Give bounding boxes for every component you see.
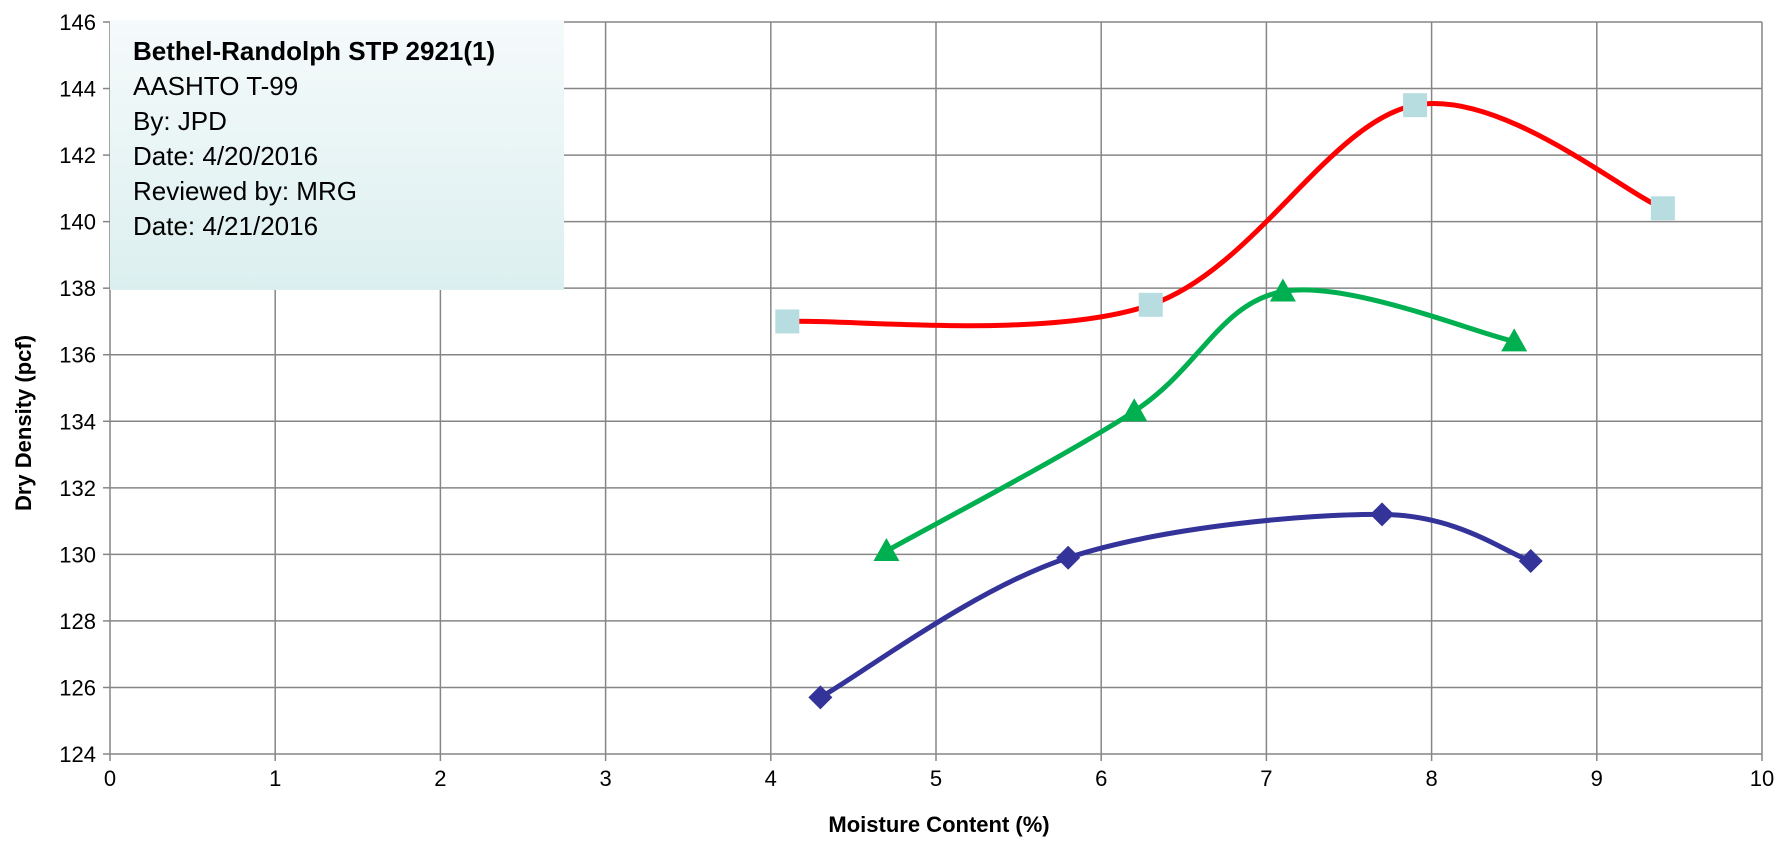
y-tick-label: 138: [59, 276, 96, 301]
data-point-triangle: [1501, 328, 1528, 352]
x-tick-label: 6: [1095, 766, 1107, 791]
info-box-review-date: Date: 4/21/2016: [133, 211, 319, 241]
y-tick-label: 140: [59, 210, 96, 235]
series-group: [775, 93, 1675, 710]
y-tick-label: 142: [59, 143, 96, 168]
x-tick-label: 9: [1591, 766, 1603, 791]
x-tick-label: 3: [599, 766, 611, 791]
data-point-triangle: [1269, 278, 1296, 302]
series-1: [775, 93, 1675, 334]
data-point-triangle: [1121, 398, 1148, 422]
data-point-diamond: [1370, 502, 1395, 527]
x-tick-label: 1: [269, 766, 281, 791]
data-point-square: [1138, 292, 1163, 317]
x-tick-label: 7: [1260, 766, 1272, 791]
y-tick-label: 124: [59, 742, 96, 767]
x-tick-label: 2: [434, 766, 446, 791]
info-box-author: By: JPD: [133, 106, 227, 136]
x-axis-title: Moisture Content (%): [828, 812, 1049, 837]
y-tick-label: 146: [59, 10, 96, 35]
info-box-title: Bethel-Randolph STP 2921(1): [133, 36, 496, 66]
y-tick-label: 126: [59, 675, 96, 700]
data-point-triangle: [873, 538, 900, 562]
info-box: Bethel-Randolph STP 2921(1) AASHTO T-99 …: [110, 20, 564, 290]
info-box-standard: AASHTO T-99: [133, 71, 299, 101]
x-tick-label: 8: [1425, 766, 1437, 791]
y-tick-label: 136: [59, 343, 96, 368]
y-tick-label: 132: [59, 476, 96, 501]
x-tick-label: 0: [104, 766, 116, 791]
x-tick-label: 4: [765, 766, 777, 791]
tick-labels: 0 1 2 3 4 5 6 7 8 9 10 124 126 128 130 132 134 136 138 140 1…: [59, 10, 1774, 791]
data-point-square: [775, 309, 800, 334]
data-point-diamond: [808, 685, 833, 710]
x-tick-label: 5: [930, 766, 942, 791]
series-1-line: [784, 101, 1666, 329]
series-3-line: [817, 511, 1534, 700]
info-box-reviewer: Reviewed by: MRG: [133, 176, 357, 206]
series-3: [808, 502, 1543, 710]
series-2-line: [883, 287, 1517, 554]
grid-lines: [110, 21, 1763, 754]
y-tick-label: 128: [59, 609, 96, 634]
axes: [103, 21, 1763, 761]
y-axis-title: Dry Density (pcf): [11, 335, 36, 511]
y-tick-label: 134: [59, 409, 96, 434]
y-tick-label: 130: [59, 542, 96, 567]
data-point-square: [1650, 196, 1675, 221]
info-box-date: Date: 4/20/2016: [133, 141, 319, 171]
data-point-diamond: [1518, 549, 1543, 574]
series-2: [873, 278, 1528, 562]
data-point-square: [1403, 93, 1428, 118]
x-tick-label: 10: [1750, 766, 1774, 791]
data-point-diamond: [1056, 545, 1081, 570]
y-tick-label: 144: [59, 77, 96, 102]
